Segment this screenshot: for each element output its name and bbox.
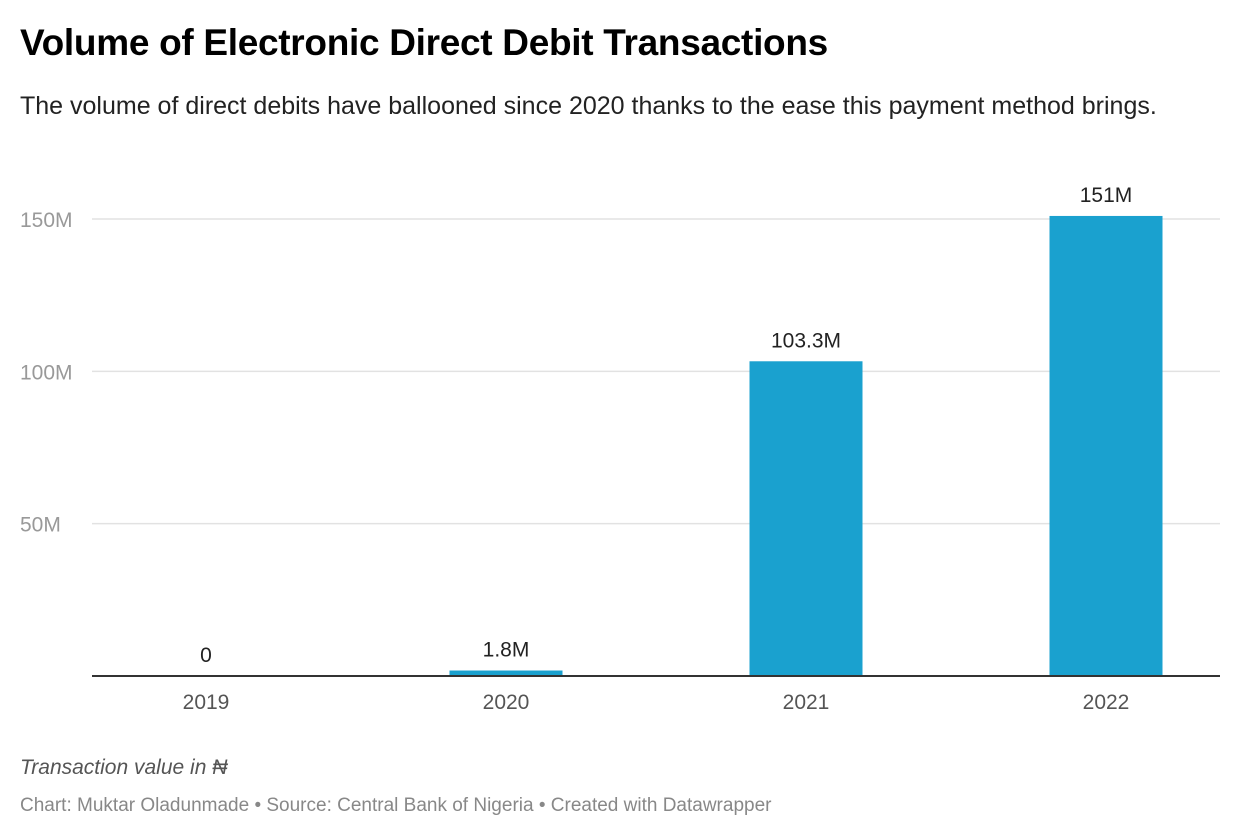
chart-footer: Chart: Muktar Oladunmade • Source: Centr… bbox=[20, 795, 772, 816]
data-label: 103.3M bbox=[771, 329, 841, 352]
x-tick-label: 2022 bbox=[1083, 691, 1130, 714]
bar-2020 bbox=[449, 670, 563, 676]
chart-note: Transaction value in ₦ bbox=[20, 756, 228, 779]
x-tick-label: 2020 bbox=[483, 691, 530, 714]
bar-chart: 50M 100M 150M 0 2019 1.8M 2020 103.3M 2021 151M 20… bbox=[20, 184, 1220, 714]
chart-subtitle: The volume of direct debits have balloon… bbox=[20, 92, 1157, 120]
bar-2022 bbox=[1049, 215, 1163, 676]
data-label: 1.8M bbox=[483, 639, 530, 662]
y-tick-label: 150M bbox=[20, 209, 73, 232]
x-tick-label: 2019 bbox=[183, 691, 230, 714]
x-tick-label: 2021 bbox=[783, 691, 830, 714]
bar-2021 bbox=[749, 361, 863, 676]
y-tick-label: 100M bbox=[20, 361, 73, 384]
data-label: 151M bbox=[1080, 184, 1133, 207]
data-label: 0 bbox=[200, 644, 212, 667]
y-tick-label: 50M bbox=[20, 514, 61, 537]
chart-title: Volume of Electronic Direct Debit Transa… bbox=[20, 22, 828, 63]
